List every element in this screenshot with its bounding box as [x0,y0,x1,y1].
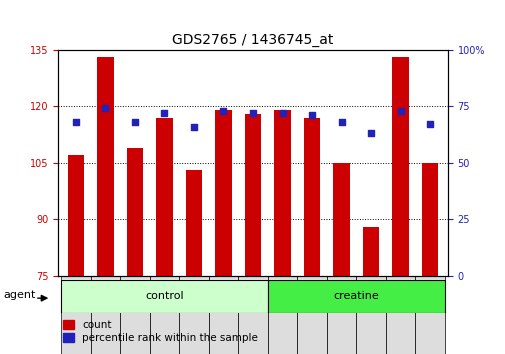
FancyBboxPatch shape [415,276,444,354]
Point [248,110,257,116]
Point [425,121,433,127]
Point [366,131,374,136]
Point [131,119,139,125]
Bar [362,227,378,276]
FancyBboxPatch shape [149,276,179,354]
FancyBboxPatch shape [61,276,90,354]
Point [337,119,345,125]
Point [72,119,80,125]
FancyBboxPatch shape [179,276,209,354]
FancyBboxPatch shape [90,276,120,354]
Bar [215,110,231,276]
Text: creatine: creatine [333,291,378,302]
Title: GDS2765 / 1436745_at: GDS2765 / 1436745_at [172,33,333,47]
Bar [185,170,201,276]
FancyBboxPatch shape [356,276,385,354]
FancyBboxPatch shape [326,276,356,354]
FancyBboxPatch shape [209,276,238,354]
Bar [97,57,113,276]
Bar [68,155,84,276]
Bar [127,148,143,276]
FancyBboxPatch shape [385,276,415,354]
Point [101,105,109,111]
Bar [333,163,349,276]
Point [160,110,168,116]
FancyBboxPatch shape [297,276,326,354]
Point [219,108,227,114]
Bar [267,280,444,313]
Bar [244,114,261,276]
Legend: count, percentile rank within the sample: count, percentile rank within the sample [63,320,258,343]
Text: agent: agent [3,290,35,300]
Point [396,108,404,114]
FancyBboxPatch shape [238,276,267,354]
Point [278,110,286,116]
Point [308,113,316,118]
Point [189,124,197,130]
Bar [304,118,320,276]
Bar [156,118,172,276]
Bar [61,280,267,313]
FancyBboxPatch shape [120,276,149,354]
Bar [392,57,408,276]
FancyBboxPatch shape [267,276,297,354]
Bar [274,110,290,276]
Bar [421,163,437,276]
Text: control: control [145,291,183,302]
